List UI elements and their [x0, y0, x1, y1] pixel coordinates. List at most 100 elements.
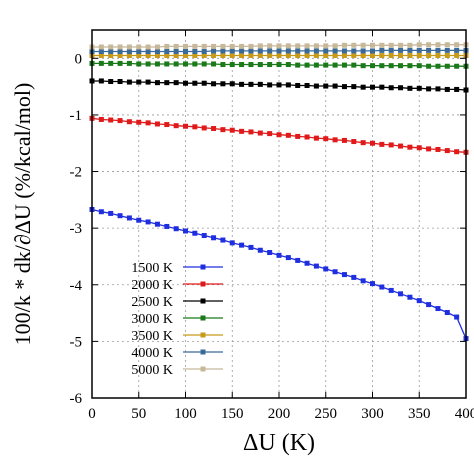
data-point	[407, 47, 413, 53]
data-point	[211, 61, 217, 67]
data-point	[183, 49, 188, 55]
data-point	[388, 42, 394, 48]
data-point	[154, 52, 160, 58]
data-point	[341, 52, 347, 58]
data-point	[192, 43, 198, 49]
data-point	[229, 48, 235, 54]
data-point	[192, 80, 198, 86]
data-point	[304, 52, 310, 58]
data-point	[192, 61, 198, 67]
data-point	[239, 43, 245, 49]
series-5	[89, 47, 469, 55]
data-point	[229, 127, 235, 133]
data-point	[398, 42, 404, 48]
legend-swatch-marker	[200, 281, 206, 287]
data-point	[267, 249, 273, 255]
data-point	[276, 62, 282, 68]
data-point	[220, 62, 226, 68]
data-point	[304, 48, 310, 54]
data-point	[416, 298, 422, 304]
data-point	[360, 42, 366, 48]
data-point	[173, 49, 179, 55]
data-point	[398, 52, 404, 58]
data-point	[136, 49, 142, 55]
data-point	[454, 314, 460, 320]
data-point	[267, 43, 273, 49]
data-point	[201, 49, 207, 55]
data-point	[211, 48, 217, 54]
data-point	[117, 213, 123, 219]
legend-label: 2500 K	[131, 295, 173, 310]
y-tick-label: -5	[70, 334, 83, 350]
data-point	[192, 52, 198, 58]
data-point	[108, 60, 114, 66]
data-point	[183, 43, 188, 49]
legend-label: 4000 K	[131, 346, 173, 361]
data-point	[379, 42, 385, 48]
data-point	[183, 80, 188, 86]
data-point	[426, 146, 432, 152]
data-point	[154, 80, 160, 86]
data-point	[285, 255, 291, 261]
x-tick-label: 150	[221, 406, 244, 422]
data-point	[435, 146, 441, 152]
data-point	[136, 217, 142, 223]
data-point	[126, 119, 132, 125]
data-point	[360, 63, 366, 69]
data-point	[332, 43, 338, 49]
data-point	[257, 62, 263, 68]
data-point	[388, 85, 394, 91]
data-point	[416, 63, 422, 69]
data-point	[332, 83, 338, 89]
data-point	[220, 81, 226, 87]
data-point	[257, 48, 263, 54]
data-point	[201, 61, 207, 67]
legend-swatch-marker	[200, 264, 206, 270]
data-point	[126, 52, 132, 58]
data-point	[257, 43, 263, 49]
data-point	[370, 84, 375, 90]
data-point	[304, 82, 310, 88]
data-point	[454, 63, 460, 69]
data-point	[173, 61, 179, 67]
data-point	[98, 78, 104, 84]
legend-label: 2000 K	[131, 278, 173, 293]
data-point	[398, 85, 404, 91]
data-point	[416, 145, 422, 151]
data-point	[173, 226, 179, 232]
data-point	[313, 43, 319, 49]
data-point	[98, 49, 104, 55]
y-axis-title: 100/k * dk/∂ΔU (%/kcal/mol)	[10, 83, 35, 346]
data-point	[192, 49, 198, 55]
data-point	[388, 142, 394, 148]
data-point	[267, 62, 273, 68]
data-point	[173, 123, 179, 129]
data-point	[332, 48, 338, 54]
data-point	[323, 43, 329, 49]
data-point	[341, 62, 347, 68]
x-tick-label: 250	[315, 406, 338, 422]
data-point	[426, 302, 432, 308]
data-point	[276, 82, 282, 88]
data-point	[379, 52, 385, 58]
data-point	[220, 52, 226, 58]
data-point	[211, 126, 217, 132]
y-tick-label: -2	[70, 165, 83, 181]
data-point	[426, 47, 432, 53]
data-point	[323, 48, 329, 54]
data-point	[351, 48, 357, 54]
data-point	[117, 60, 123, 66]
data-point	[136, 119, 142, 125]
data-point	[285, 52, 291, 58]
data-point	[248, 52, 254, 58]
data-point	[370, 52, 375, 58]
data-point	[229, 52, 235, 58]
data-point	[398, 291, 404, 297]
data-point	[248, 81, 254, 87]
data-point	[136, 52, 142, 58]
data-point	[416, 52, 422, 58]
data-point	[145, 219, 151, 225]
x-tick-label: 200	[268, 406, 291, 422]
data-point	[98, 116, 104, 122]
